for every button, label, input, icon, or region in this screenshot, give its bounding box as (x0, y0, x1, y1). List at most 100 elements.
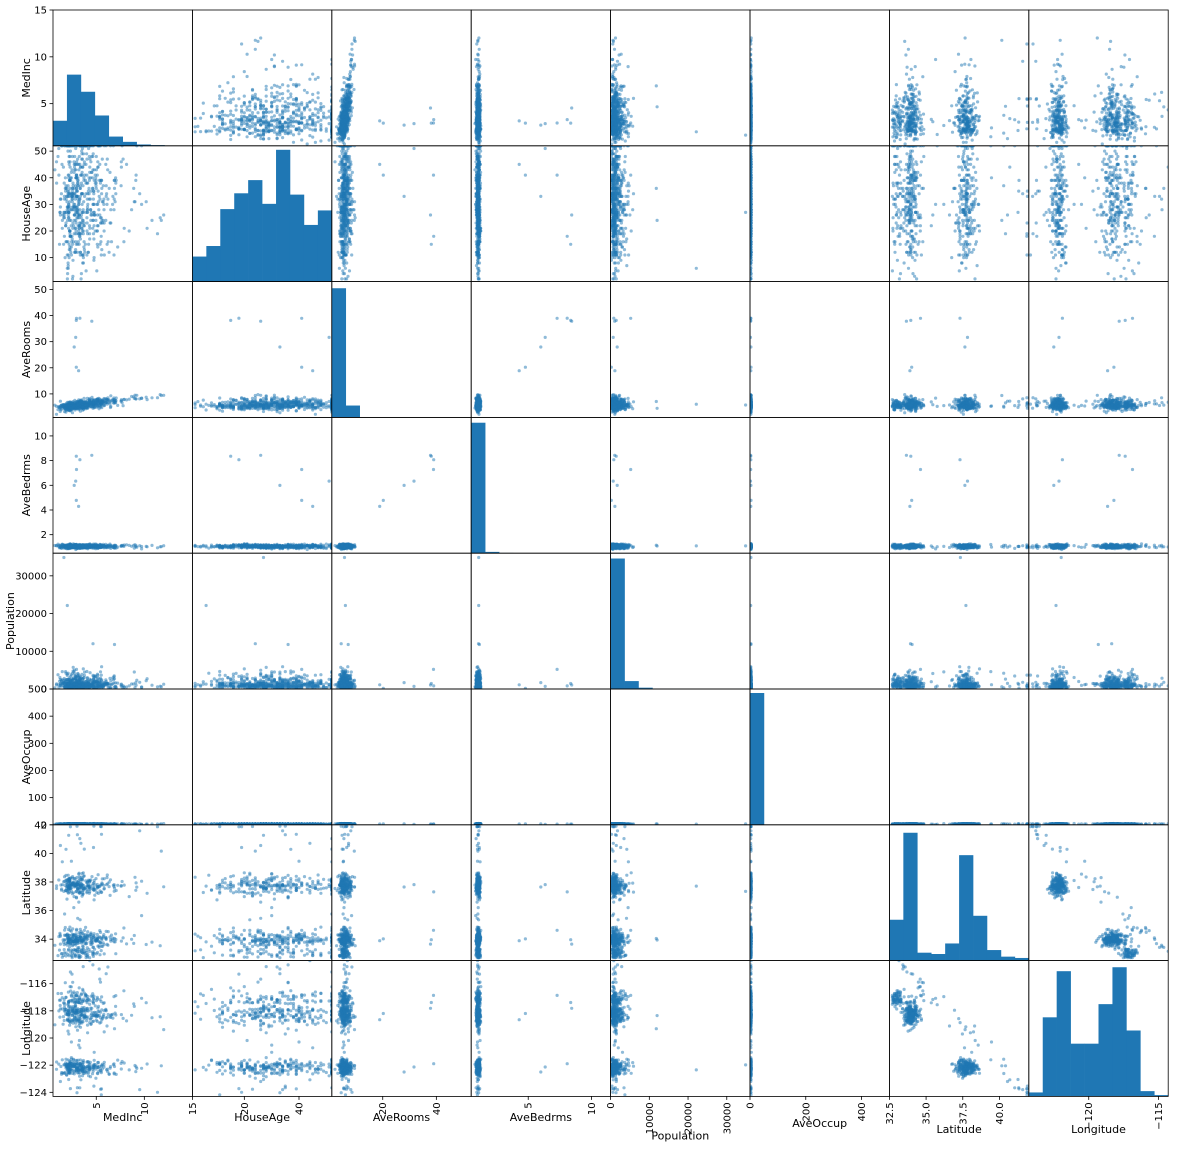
scatter-point (1123, 118, 1126, 121)
scatter-point (966, 137, 969, 140)
panels (53, 10, 1170, 1096)
scatter-point (1054, 92, 1057, 95)
scatter-point (270, 110, 273, 113)
scatter-point (1055, 120, 1058, 123)
scatter-point (382, 122, 385, 125)
scatter-point (76, 195, 79, 198)
scatter-point (97, 208, 100, 211)
scatter-point (1127, 105, 1130, 108)
scatter-point (961, 136, 964, 139)
scatter-point (1064, 120, 1067, 123)
scatter-point (133, 200, 136, 203)
scatter-point (902, 128, 905, 131)
scatter-point (1158, 99, 1161, 102)
scatter-point (100, 248, 103, 251)
scatter-point (618, 111, 621, 114)
scatter-point (55, 182, 58, 185)
scatter-point (71, 190, 74, 193)
scatter-point (130, 208, 133, 211)
scatter-point (70, 171, 73, 174)
scatter-point (1016, 129, 1019, 132)
scatter-point (102, 203, 105, 206)
scatter-point (251, 122, 254, 125)
scatter-point (1059, 127, 1062, 130)
scatter-point (267, 121, 270, 124)
scatter-point (243, 95, 246, 98)
scatter-point (1008, 117, 1011, 120)
scatter-point (1109, 40, 1112, 43)
scatter-point (930, 118, 933, 121)
scatter-point (378, 163, 381, 166)
scatter-point (259, 101, 262, 104)
scatter-point (221, 113, 224, 116)
scatter-point (58, 243, 61, 246)
panel-medinc-vs-averooms (332, 10, 471, 146)
scatter-point (354, 40, 357, 43)
scatter-point (196, 125, 199, 128)
scatter-point (1031, 121, 1034, 124)
scatter-point (317, 96, 320, 99)
scatter-point (72, 203, 75, 206)
scatter-point (1108, 92, 1111, 95)
scatter-point (909, 132, 912, 135)
scatter-point (630, 115, 633, 118)
scatter-point (891, 108, 894, 111)
scatter-point (963, 109, 966, 112)
scatter-point (895, 124, 898, 127)
scatter-point (1105, 133, 1108, 136)
scatter-point (1131, 83, 1134, 86)
scatter-point (76, 190, 79, 193)
scatter-point (300, 103, 303, 106)
scatter-point (265, 68, 268, 71)
scatter-point (899, 133, 902, 136)
scatter-point (103, 221, 106, 224)
scatter-point (256, 97, 259, 100)
scatter-point (1063, 141, 1066, 144)
scatter-point (270, 58, 273, 61)
scatter-point (325, 116, 328, 119)
scatter-point (915, 101, 918, 104)
scatter-point (246, 119, 249, 122)
scatter-point (963, 63, 966, 66)
scatter-point (311, 73, 314, 76)
scatter-point (478, 77, 481, 80)
scatter-point (96, 166, 99, 169)
scatter-point (265, 120, 268, 123)
scatter-point (64, 176, 67, 179)
scatter-point (1113, 104, 1116, 107)
scatter-point (319, 129, 322, 132)
scatter-point (114, 176, 117, 179)
scatter-point (922, 132, 925, 135)
scatter-point (1126, 138, 1129, 141)
scatter-point (267, 137, 270, 140)
scatter-point (259, 129, 262, 132)
scatter-point (256, 121, 259, 124)
scatter-point (1130, 120, 1133, 123)
scatter-point (615, 83, 618, 86)
scatter-point (240, 105, 243, 108)
scatter-point (251, 94, 254, 97)
scatter-point (300, 122, 303, 125)
scatter-point (1101, 134, 1104, 137)
scatter-point (1104, 115, 1107, 118)
scatter-point (908, 101, 911, 104)
scatter-point (614, 87, 617, 90)
scatter-point (403, 124, 406, 127)
scatter-point (430, 243, 433, 246)
scatter-point (1115, 116, 1118, 119)
scatter-point (1026, 98, 1029, 101)
scatter-point (1045, 129, 1048, 132)
scatter-point (899, 138, 902, 141)
scatter-point (477, 113, 480, 116)
scatter-point (1058, 132, 1061, 135)
panel-frame (750, 10, 889, 146)
scatter-point (125, 163, 128, 166)
scatter-point (81, 192, 84, 195)
scatter-point (954, 124, 957, 127)
scatter-point (1111, 87, 1114, 90)
scatter-point (911, 121, 914, 124)
scatter-point (265, 88, 268, 91)
scatter-point (262, 120, 265, 123)
scatter-point (229, 120, 232, 123)
scatter-point (1051, 101, 1054, 104)
